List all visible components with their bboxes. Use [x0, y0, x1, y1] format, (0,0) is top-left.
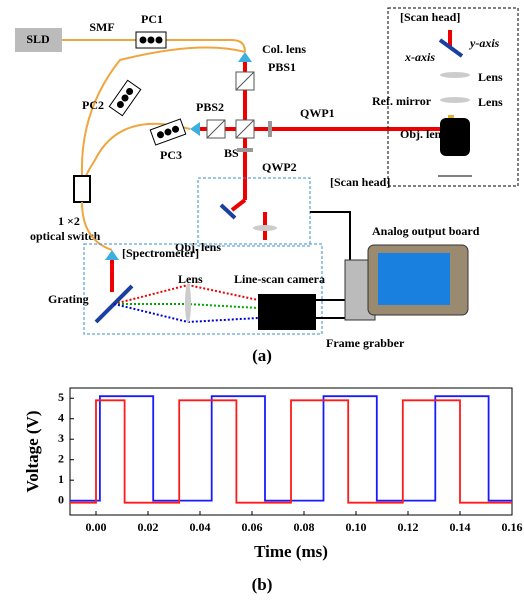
fiber: [82, 202, 112, 250]
y-tick-label: 1: [58, 472, 64, 486]
x-tick-label: 0.12: [398, 520, 419, 534]
x-axis-title: Time (ms): [254, 542, 328, 561]
label: [Scan head]: [330, 175, 390, 189]
x-tick-label: 0.08: [294, 520, 315, 534]
label: [Scan head]: [400, 10, 460, 24]
label: Grating: [48, 292, 89, 306]
label: x-axis: [404, 50, 435, 64]
label: QWP1: [300, 106, 335, 120]
x-tick-label: 0.00: [86, 520, 107, 534]
y-tick-label: 0: [58, 492, 64, 506]
label: 1 ×2: [58, 214, 80, 228]
label: Lens: [478, 70, 503, 84]
y-tick-label: 5: [58, 390, 64, 404]
collimator: [238, 52, 252, 62]
label: SLD: [26, 32, 50, 46]
y-tick-label: 4: [58, 410, 64, 424]
x-tick-label: 0.06: [242, 520, 263, 534]
label: QWP2: [262, 160, 297, 174]
chart: 0.00 0.02 0.04 0.06 0.08 0.10 0.12 0.14 0.16 0 1 2 3…: [23, 388, 523, 594]
figure: SLD SMF PC1 Col. lens PBS1 PBS2 BS QWP1 …: [0, 0, 524, 603]
y-tick-label: 2: [58, 451, 64, 465]
y-tick-label: 3: [58, 431, 64, 445]
label: PC2: [82, 98, 104, 112]
label: Col. lens: [262, 42, 306, 56]
label: Line-scan camera: [234, 272, 325, 286]
label: Lens: [178, 272, 203, 286]
label: BS: [224, 146, 239, 160]
x-tick-label: 0.04: [190, 520, 211, 534]
label: PC1: [141, 12, 163, 26]
label: Frame grabber: [326, 336, 405, 350]
label: PBS2: [196, 100, 224, 114]
caption: (a): [252, 346, 272, 365]
x-tick-label: 0.16: [502, 520, 523, 534]
line: [70, 400, 512, 502]
label: optical switch: [30, 229, 101, 243]
label: Analog output board: [372, 224, 480, 238]
caption: (b): [252, 575, 273, 594]
label: SMF: [89, 20, 114, 34]
label: Lens: [478, 95, 503, 109]
label: PC3: [160, 148, 182, 162]
diagram: SLD SMF PC1 Col. lens PBS1 PBS2 BS QWP1 …: [15, 8, 518, 365]
label: Obj. lens: [400, 127, 446, 141]
x-tick-label: 0.10: [346, 520, 367, 534]
x-tick-label: 0.14: [450, 520, 471, 534]
x-tick-label: 0.02: [138, 520, 159, 534]
label: [Spectrometer]: [122, 246, 199, 260]
page: SLD SMF PC1 Col. lens PBS1 PBS2 BS QWP1 …: [0, 0, 524, 603]
label: y-axis: [468, 36, 500, 50]
label: Ref. mirror: [372, 94, 432, 108]
y-axis-title: Voltage (V): [23, 411, 42, 493]
label: PBS1: [268, 60, 296, 74]
